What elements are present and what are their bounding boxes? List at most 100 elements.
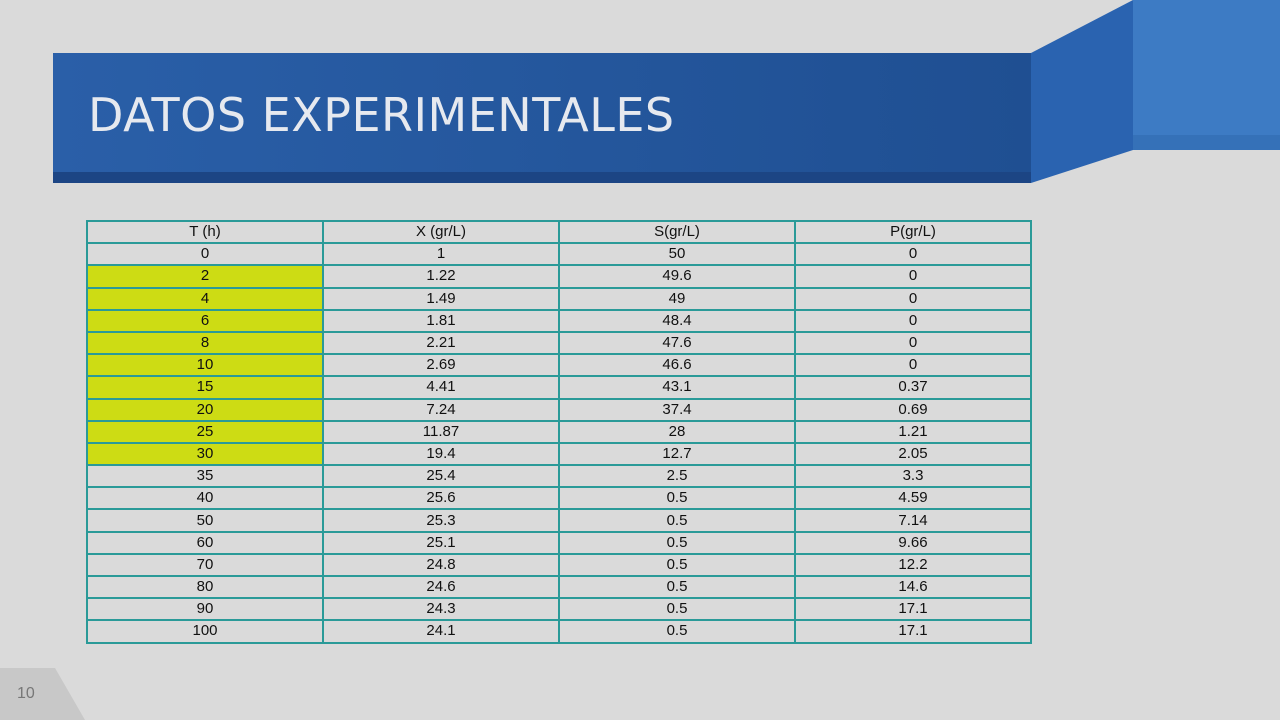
table-cell: 11.87: [322, 419, 560, 444]
table-row: 30 19.4 12.7 2.05: [86, 441, 1032, 467]
table-cell: 46.6: [558, 353, 796, 378]
table-cell: 1: [322, 242, 560, 267]
table-cell: 28: [558, 419, 796, 444]
table-cell: 100: [86, 619, 324, 644]
table-cell: 8: [86, 330, 324, 356]
table-cell: 25.3: [322, 508, 560, 533]
table-row: 40 25.6 0.5 4.59: [86, 486, 1032, 511]
table-cell: 80: [86, 574, 324, 600]
table-cell: 24.3: [322, 597, 560, 622]
table-cell: 25: [86, 419, 324, 444]
table-row: 20 7.24 37.4 0.69: [86, 397, 1032, 422]
table-cell: 35: [86, 464, 324, 489]
table-cell: 0: [794, 353, 1032, 378]
table-cell: 0: [794, 264, 1032, 289]
table-cell: 17.1: [794, 619, 1032, 644]
table-cell: 24.6: [322, 574, 560, 600]
table-cell: 40: [86, 486, 324, 511]
table-cell: 12.7: [558, 441, 796, 467]
table-row: 25 11.87 28 1.21: [86, 419, 1032, 444]
table-cell: 70: [86, 552, 324, 578]
table-cell: 0.5: [558, 574, 796, 600]
table-cell: 4.41: [322, 375, 560, 400]
header-cell: X (gr/L): [322, 219, 560, 245]
table-row: 70 24.8 0.5 12.2: [86, 552, 1032, 578]
table-cell: 3.3: [794, 464, 1032, 489]
table-row: 0 1 50 0: [86, 242, 1032, 267]
table-cell: 1.21: [794, 419, 1032, 444]
table-cell: 2.05: [794, 441, 1032, 467]
table-cell: 60: [86, 530, 324, 555]
table-cell: 49.6: [558, 264, 796, 289]
table-cell: 1.49: [322, 286, 560, 311]
table-cell: 0.37: [794, 375, 1032, 400]
page-number-tab: [0, 668, 85, 720]
table-cell: 47.6: [558, 330, 796, 356]
table-cell: 9.66: [794, 530, 1032, 555]
slide-title: DATOS EXPERIMENTALES: [88, 88, 675, 142]
title-band-shadow: [53, 172, 1031, 183]
table-cell: 1.22: [322, 264, 560, 289]
table-cell: 49: [558, 286, 796, 311]
table-cell: 50: [558, 242, 796, 267]
table-cell: 0.5: [558, 508, 796, 533]
table-cell: 50: [86, 508, 324, 533]
table-row: 8 2.21 47.6 0: [86, 330, 1032, 356]
table-cell: 25.4: [322, 464, 560, 489]
table-cell: 15: [86, 375, 324, 400]
slide-number: 10: [17, 685, 35, 702]
table-cell: 20: [86, 397, 324, 422]
table-cell: 0.5: [558, 619, 796, 644]
ribbon-edge: [1133, 135, 1280, 150]
table-row: 6 1.81 48.4 0: [86, 308, 1032, 333]
ribbon-fold: [1031, 0, 1133, 183]
header-row: T (h) X (gr/L) S(gr/L) P(gr/L): [86, 219, 1032, 245]
table-cell: 37.4: [558, 397, 796, 422]
header-cell: P(gr/L): [794, 219, 1032, 245]
table-cell: 6: [86, 308, 324, 333]
table-cell: 2.5: [558, 464, 796, 489]
table-cell: 17.1: [794, 597, 1032, 622]
table-cell: 25.6: [322, 486, 560, 511]
table-cell: 1.81: [322, 308, 560, 333]
table-cell: 24.1: [322, 619, 560, 644]
table-cell: 2.69: [322, 353, 560, 378]
table-cell: 12.2: [794, 552, 1032, 578]
header-cell: T (h): [86, 219, 324, 245]
data-table: T (h) X (gr/L) S(gr/L) P(gr/L) 0 1 50 0 2 1.22 49.…: [86, 219, 1032, 644]
table-cell: 0.5: [558, 530, 796, 555]
table-row: 35 25.4 2.5 3.3: [86, 464, 1032, 489]
table-row: 80 24.6 0.5 14.6: [86, 574, 1032, 600]
table-cell: 90: [86, 597, 324, 622]
table-cell: 0: [794, 286, 1032, 311]
table-row: 50 25.3 0.5 7.14: [86, 508, 1032, 533]
table-cell: 0.5: [558, 486, 796, 511]
table-cell: 7.24: [322, 397, 560, 422]
ribbon-end: [1133, 0, 1280, 150]
table-cell: 0: [794, 308, 1032, 333]
table-row: 90 24.3 0.5 17.1: [86, 597, 1032, 622]
table-cell: 0.5: [558, 597, 796, 622]
table-cell: 25.1: [322, 530, 560, 555]
table-cell: 30: [86, 441, 324, 467]
table-row: 100 24.1 0.5 17.1: [86, 619, 1032, 644]
table-cell: 2.21: [322, 330, 560, 356]
table-cell: 0: [794, 242, 1032, 267]
table-cell: 2: [86, 264, 324, 289]
table-cell: 4.59: [794, 486, 1032, 511]
table-cell: 24.8: [322, 552, 560, 578]
table-row: 10 2.69 46.6 0: [86, 353, 1032, 378]
table-cell: 0: [86, 242, 324, 267]
table-cell: 14.6: [794, 574, 1032, 600]
table-row: 60 25.1 0.5 9.66: [86, 530, 1032, 555]
table-cell: 43.1: [558, 375, 796, 400]
table-cell: 0: [794, 330, 1032, 356]
table-row: 4 1.49 49 0: [86, 286, 1032, 311]
table-row: 2 1.22 49.6 0: [86, 264, 1032, 289]
title-band: [53, 53, 1031, 183]
table-cell: 48.4: [558, 308, 796, 333]
table-cell: 0.69: [794, 397, 1032, 422]
table-cell: 10: [86, 353, 324, 378]
